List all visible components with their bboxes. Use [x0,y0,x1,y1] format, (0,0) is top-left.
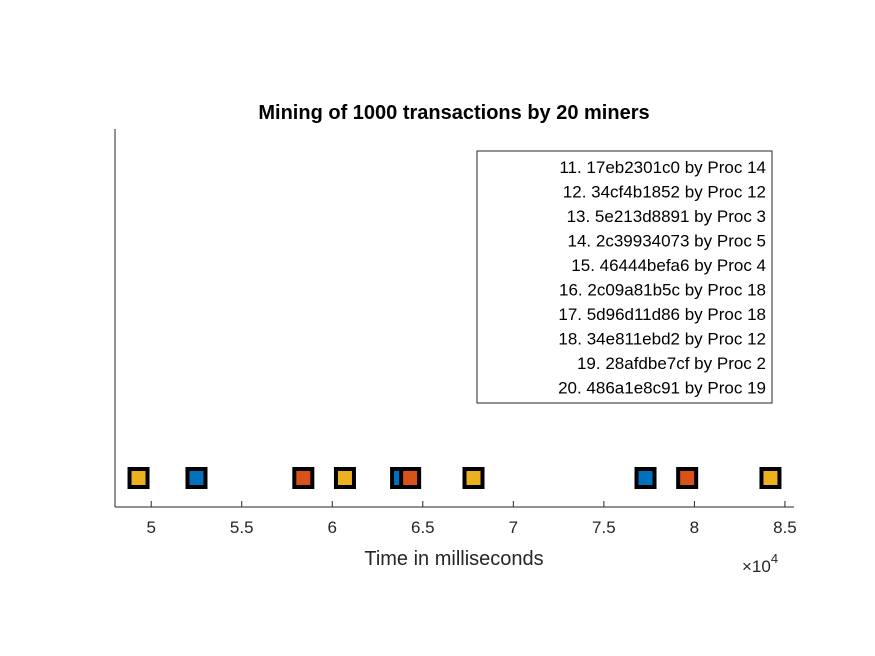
legend-entry: 12. 34cf4b1852 by Proc 12 [563,183,766,202]
data-marker [676,467,699,489]
legend-entry: 11. 17eb2301c0 by Proc 14 [559,158,766,177]
x-axis-multiplier-exponent: 4 [771,551,778,566]
axes [114,129,794,508]
data-marker [292,467,315,489]
legend-entry: 19. 28afdbe7cf by Proc 2 [577,354,766,373]
legend: 11. 17eb2301c0 by Proc 14 12. 34cf4b1852 … [476,150,773,404]
x-tick-label: 5 [146,518,155,537]
data-marker [333,467,356,489]
legend-entry: 17. 5d96d11d86 by Proc 18 [558,305,766,324]
legend-entry: 13. 5e213d8891 by Proc 3 [567,207,766,226]
legend-entry: 16. 2c09a81b5c by Proc 18 [559,281,766,300]
x-tick-label: 8.5 [773,518,797,537]
x-axis-label: Time in milliseconds [364,548,543,570]
data-marker [759,467,782,489]
x-ticks: 5 5.5 6 6.5 7 7.5 8 8.5 [146,501,797,537]
chart-title: Mining of 1000 transactions by 20 miners [258,102,649,124]
data-marker [634,467,657,489]
x-tick-label: 7.5 [592,518,616,537]
legend-entry: 14. 2c39934073 by Proc 5 [568,232,766,251]
x-tick-label: 5.5 [230,518,254,537]
legend-entry: 18. 34e811ebd2 by Proc 12 [558,330,766,349]
data-marker [399,467,422,489]
x-tick-label: 8 [690,518,699,537]
legend-entry: 15. 46444befa6 by Proc 4 [571,256,766,275]
legend-entry: 20. 486a1e8c91 by Proc 19 [558,379,766,398]
x-axis-multiplier: ×104 [742,551,778,576]
legend-box [476,150,773,404]
x-axis-multiplier-base: ×10 [742,557,771,576]
x-tick-label: 6.5 [411,518,435,537]
x-tick-label: 7 [509,518,518,537]
data-marker [127,467,150,489]
data-markers [127,467,782,489]
data-marker [462,467,485,489]
data-marker [185,467,208,489]
x-tick-label: 6 [328,518,337,537]
